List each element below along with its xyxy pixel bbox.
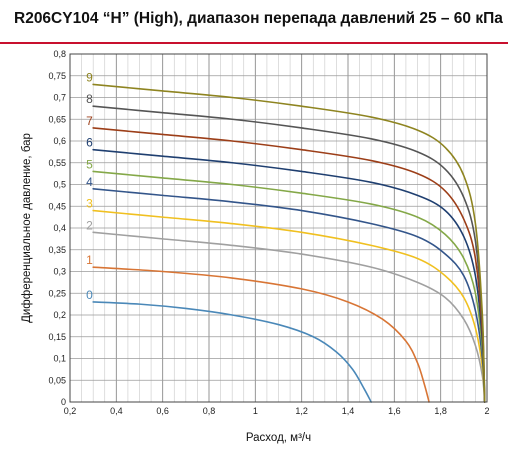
y-axis-title: Дифференциальное давление, бар: [21, 133, 33, 323]
x-tick-label: 1,2: [295, 406, 308, 416]
y-tick-label: 0,2: [53, 310, 66, 320]
series-line-5: [92, 170, 486, 403]
tick-labels: 0,2 0,4 0,6 0,8 1 1,2 1,4 1,6 1,8 2 0 0,05 0,1 0,15 0,…: [48, 49, 489, 416]
series-line-3: [92, 209, 486, 403]
x-axis-title: Расход, м³/ч: [246, 432, 311, 444]
series-labels: 0 1 2 3 4 5 6 7 8 9: [86, 70, 93, 302]
x-tick-label: 0,2: [64, 406, 77, 416]
series-line-6: [92, 148, 486, 403]
series-lines: [92, 83, 486, 403]
y-tick-label: 0,75: [48, 71, 66, 81]
y-tick-label: 0,1: [53, 354, 66, 364]
x-tick-label: 1,6: [388, 406, 401, 416]
grid-major: [69, 53, 488, 403]
x-tick-label: 1: [253, 406, 258, 416]
series-line-2: [92, 231, 486, 403]
x-tick-label: 1,4: [342, 406, 355, 416]
y-tick-label: 0,3: [53, 267, 66, 277]
series-label-0: 0: [86, 288, 93, 302]
series-label-4: 4: [86, 175, 93, 189]
series-line-1: [92, 266, 430, 403]
series-line-7: [92, 127, 486, 403]
series-label-3: 3: [86, 197, 93, 211]
plot-frame: [69, 53, 488, 403]
series-label-9: 9: [86, 70, 93, 84]
x-tick-label: 0,4: [110, 406, 123, 416]
series-line-4: [92, 188, 486, 403]
x-tick-label: 0,8: [203, 406, 216, 416]
y-tick-label: 0,35: [48, 245, 66, 255]
series-label-5: 5: [86, 157, 93, 171]
y-tick-label: 0,25: [48, 288, 66, 298]
y-tick-label: 0,4: [53, 223, 66, 233]
y-tick-label: 0,6: [53, 136, 66, 146]
series-label-2: 2: [86, 218, 93, 232]
x-tick-label: 2: [484, 406, 489, 416]
series-line-0: [92, 301, 372, 403]
series-label-1: 1: [86, 253, 93, 267]
series-label-6: 6: [86, 136, 93, 150]
y-tick-label: 0: [61, 397, 66, 407]
x-tick-label: 0,6: [156, 406, 169, 416]
series-line-8: [92, 105, 486, 403]
y-tick-label: 0,5: [53, 180, 66, 190]
y-tick-label: 0,7: [53, 93, 66, 103]
y-tick-label: 0,45: [48, 201, 66, 211]
title-bar: R206CY104 “H” (High), диапазон перепада …: [0, 0, 508, 44]
chart-title: R206CY104 “H” (High), диапазон перепада …: [14, 10, 503, 27]
x-tick-label: 1,8: [434, 406, 447, 416]
series-label-8: 8: [86, 92, 93, 106]
series-line-9: [92, 83, 486, 403]
y-tick-label: 0,65: [48, 114, 66, 124]
y-tick-label: 0,05: [48, 375, 66, 385]
y-tick-label: 0,8: [53, 49, 66, 59]
y-tick-label: 0,55: [48, 158, 66, 168]
series-label-7: 7: [86, 114, 93, 128]
y-tick-label: 0,15: [48, 332, 66, 342]
